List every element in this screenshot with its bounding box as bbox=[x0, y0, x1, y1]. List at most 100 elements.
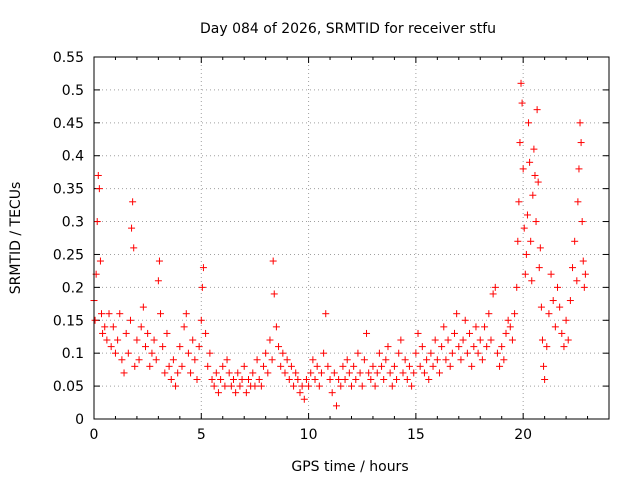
data-point-marker bbox=[560, 343, 568, 351]
data-point-marker bbox=[378, 362, 386, 370]
data-point-marker bbox=[272, 323, 280, 331]
data-point-marker bbox=[516, 139, 524, 147]
data-point-marker bbox=[577, 139, 585, 147]
data-point-marker bbox=[476, 336, 484, 344]
data-point-marker bbox=[176, 343, 184, 351]
data-point-marker bbox=[187, 369, 195, 377]
data-point-marker bbox=[562, 316, 570, 324]
data-point-marker bbox=[137, 323, 145, 331]
data-point-marker bbox=[157, 310, 165, 318]
data-point-marker bbox=[225, 369, 233, 377]
data-point-marker bbox=[466, 329, 474, 337]
data-point-marker bbox=[474, 349, 482, 357]
data-point-marker bbox=[227, 382, 235, 390]
data-point-marker bbox=[339, 362, 347, 370]
data-point-marker bbox=[440, 323, 448, 331]
data-point-marker bbox=[277, 362, 285, 370]
data-point-marker bbox=[345, 369, 353, 377]
data-point-marker bbox=[98, 310, 106, 318]
data-points bbox=[90, 79, 589, 410]
data-point-marker bbox=[531, 171, 539, 179]
data-point-marker bbox=[210, 382, 218, 390]
y-tick-label: 0.35 bbox=[53, 182, 84, 198]
data-point-marker bbox=[114, 336, 122, 344]
data-point-marker bbox=[543, 343, 551, 351]
data-point-marker bbox=[388, 382, 396, 390]
data-point-marker bbox=[95, 185, 103, 193]
data-point-marker bbox=[126, 316, 134, 324]
data-point-marker bbox=[118, 356, 126, 364]
data-point-marker bbox=[264, 369, 272, 377]
data-point-marker bbox=[240, 362, 248, 370]
data-point-marker bbox=[204, 362, 212, 370]
data-point-marker bbox=[518, 99, 526, 107]
data-point-marker bbox=[438, 343, 446, 351]
grid-lines bbox=[94, 57, 609, 419]
data-point-marker bbox=[300, 395, 308, 403]
data-point-marker bbox=[337, 382, 345, 390]
data-point-marker bbox=[189, 336, 197, 344]
data-point-marker bbox=[150, 336, 158, 344]
data-point-marker bbox=[498, 343, 506, 351]
data-point-marker bbox=[128, 224, 136, 232]
x-tick-label: 10 bbox=[300, 427, 318, 443]
data-point-marker bbox=[451, 329, 458, 337]
data-point-marker bbox=[202, 329, 210, 337]
data-point-marker bbox=[515, 198, 523, 206]
data-point-marker bbox=[360, 356, 368, 364]
data-point-marker bbox=[487, 336, 495, 344]
data-point-marker bbox=[313, 362, 321, 370]
y-tick-label: 0.1 bbox=[62, 346, 84, 362]
data-point-marker bbox=[489, 290, 497, 298]
data-point-marker bbox=[294, 376, 302, 384]
data-point-marker bbox=[478, 356, 486, 364]
data-point-marker bbox=[350, 362, 358, 370]
data-point-marker bbox=[161, 369, 169, 377]
data-point-marker bbox=[309, 356, 317, 364]
data-point-marker bbox=[525, 119, 533, 127]
data-point-marker bbox=[152, 356, 160, 364]
data-point-marker bbox=[457, 356, 465, 364]
data-point-marker bbox=[287, 362, 295, 370]
data-point-marker bbox=[269, 257, 277, 265]
data-point-marker bbox=[540, 362, 548, 370]
x-tick-label: 5 bbox=[197, 427, 206, 443]
data-point-marker bbox=[135, 356, 143, 364]
data-point-marker bbox=[502, 329, 510, 337]
data-point-marker bbox=[551, 323, 559, 331]
data-point-marker bbox=[493, 349, 501, 357]
y-tick-label: 0.3 bbox=[62, 215, 84, 231]
data-point-marker bbox=[206, 349, 214, 357]
data-point-marker bbox=[390, 362, 398, 370]
data-point-marker bbox=[238, 376, 246, 384]
data-point-marker bbox=[433, 356, 441, 364]
x-tick-label: 0 bbox=[90, 427, 99, 443]
data-point-marker bbox=[341, 376, 349, 384]
data-point-marker bbox=[131, 362, 139, 370]
data-point-marker bbox=[307, 369, 315, 377]
data-point-marker bbox=[412, 349, 420, 357]
data-point-marker bbox=[442, 356, 450, 364]
data-point-marker bbox=[172, 382, 180, 390]
data-point-marker bbox=[290, 382, 298, 390]
data-point-marker bbox=[470, 343, 478, 351]
data-point-marker bbox=[526, 158, 534, 166]
data-point-marker bbox=[358, 382, 366, 390]
data-point-marker bbox=[354, 349, 362, 357]
y-tick-label: 0.25 bbox=[53, 247, 84, 263]
data-point-marker bbox=[182, 310, 190, 318]
data-point-marker bbox=[504, 316, 512, 324]
data-point-marker bbox=[178, 362, 186, 370]
x-tick-label: 20 bbox=[514, 427, 532, 443]
data-point-marker bbox=[221, 382, 229, 390]
data-point-marker bbox=[536, 244, 544, 252]
data-point-marker bbox=[517, 79, 525, 87]
data-point-marker bbox=[133, 336, 141, 344]
data-point-marker bbox=[99, 329, 107, 337]
data-point-marker bbox=[130, 244, 138, 252]
data-point-marker bbox=[556, 303, 564, 311]
data-point-marker bbox=[107, 343, 115, 351]
data-point-marker bbox=[111, 349, 119, 357]
data-point-marker bbox=[533, 106, 541, 114]
